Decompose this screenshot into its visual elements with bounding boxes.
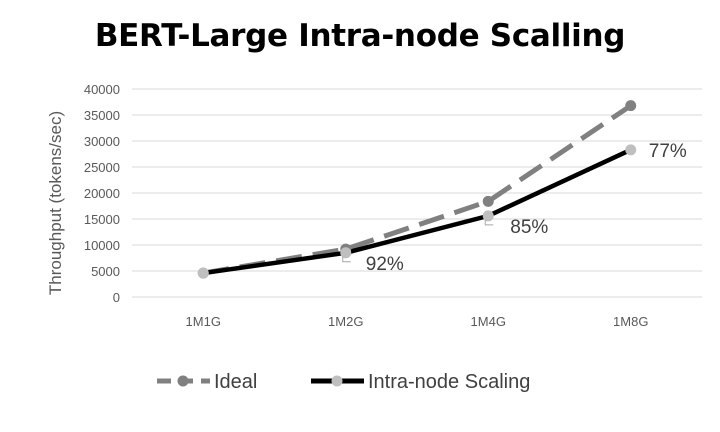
y-axis-ticks: 0 5000 10000 15000 20000 25000 30000 35000 40000 bbox=[84, 82, 120, 305]
y-tick-label: 35000 bbox=[84, 108, 120, 123]
data-point bbox=[482, 210, 494, 222]
legend-marker-intra bbox=[331, 375, 343, 387]
x-axis-ticks: 1M1G 1M2G 1M4G 1M8G bbox=[186, 314, 649, 329]
data-labels: 92% 85% 77% bbox=[342, 141, 687, 275]
legend: Ideal Intra-node Scaling bbox=[157, 371, 530, 393]
x-tick-label: 1M1G bbox=[186, 314, 221, 329]
series-markers bbox=[197, 100, 637, 279]
y-tick-label: 25000 bbox=[84, 160, 120, 175]
y-tick-label: 10000 bbox=[84, 238, 120, 253]
gridlines bbox=[132, 88, 702, 298]
legend-label-ideal: Ideal bbox=[214, 371, 257, 393]
data-label: 77% bbox=[649, 141, 687, 162]
data-label: 85% bbox=[510, 217, 548, 238]
y-tick-label: 0 bbox=[113, 290, 120, 305]
y-tick-label: 30000 bbox=[84, 134, 120, 149]
y-axis-label: Throughput (tokens/sec) bbox=[46, 111, 65, 295]
data-point bbox=[625, 100, 637, 112]
data-point bbox=[482, 195, 494, 207]
y-tick-label: 20000 bbox=[84, 186, 120, 201]
chart-title: BERT-Large Intra-node Scalling bbox=[94, 18, 626, 54]
legend-label-intra: Intra-node Scaling bbox=[368, 371, 530, 393]
x-tick-label: 1M2G bbox=[328, 314, 363, 329]
series-lines bbox=[202, 103, 633, 276]
data-point bbox=[340, 247, 352, 259]
y-tick-label: 15000 bbox=[84, 212, 120, 227]
series-line-1 bbox=[202, 147, 632, 276]
y-tick-label: 40000 bbox=[84, 82, 120, 97]
data-label: 92% bbox=[366, 254, 404, 275]
legend-marker-ideal bbox=[177, 375, 189, 387]
y-tick-label: 5000 bbox=[91, 264, 120, 279]
series-line-0 bbox=[202, 103, 633, 276]
leader-line bbox=[342, 256, 351, 263]
x-tick-label: 1M8G bbox=[613, 314, 648, 329]
leader-line bbox=[484, 219, 494, 226]
x-tick-label: 1M4G bbox=[471, 314, 506, 329]
data-point bbox=[625, 144, 637, 156]
data-point bbox=[197, 267, 209, 279]
